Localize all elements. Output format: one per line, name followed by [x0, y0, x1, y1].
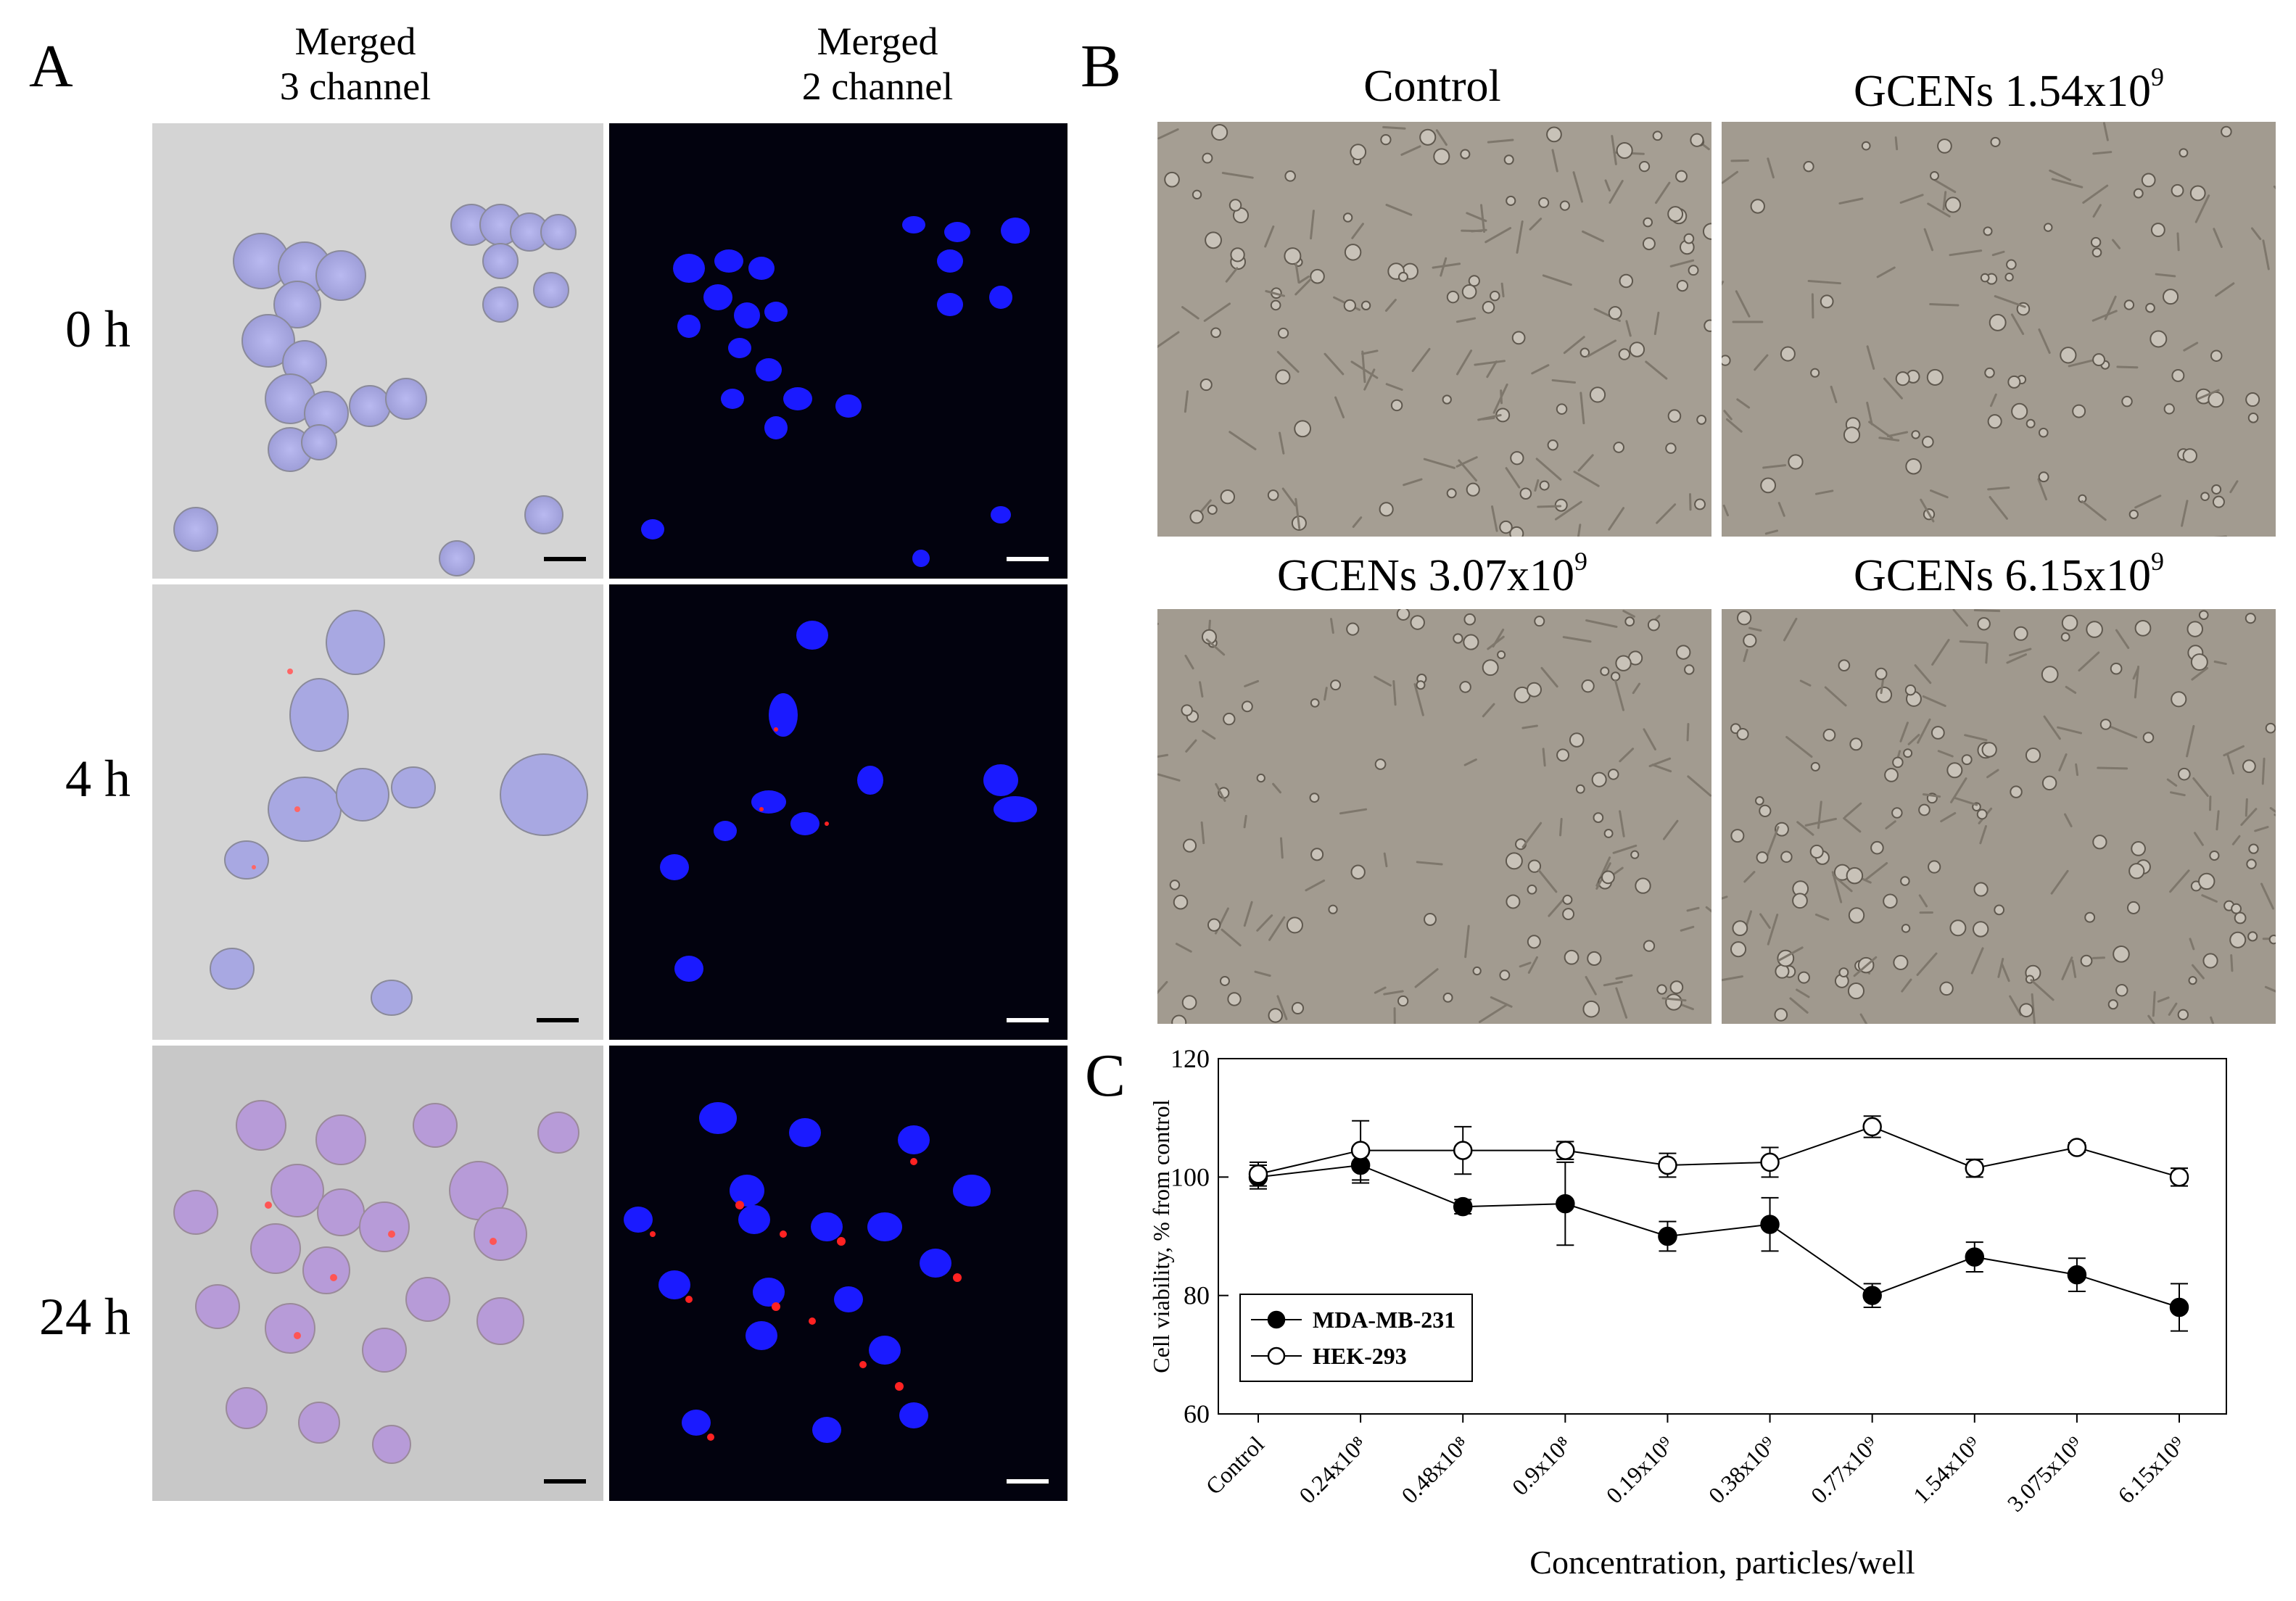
- phase-contrast-gcens-1-54: [1722, 122, 2276, 537]
- series-line: [1258, 1164, 2180, 1308]
- row-label-4h: 4 h: [65, 750, 131, 808]
- y-tick-label: 100: [1170, 1162, 1210, 1191]
- series-line: [1258, 1125, 2180, 1178]
- image-title-text: GCENs 1.54x10: [1854, 67, 2151, 116]
- column-header-line: Merged: [294, 20, 416, 63]
- image-title-exponent: 9: [1574, 547, 1587, 576]
- image-title-gcens-1-54: GCENs 1.54x109: [1719, 64, 2296, 114]
- data-point: [1658, 1226, 1677, 1246]
- legend-box: [1239, 1294, 1473, 1382]
- data-point: [1350, 1141, 1371, 1160]
- data-point: [1453, 1141, 1473, 1160]
- data-point: [2067, 1265, 2087, 1285]
- image-title-exponent: 9: [2150, 547, 2164, 576]
- x-axis-label: Concentration, particles/well: [1529, 1544, 1915, 1581]
- legend-marker: [1267, 1346, 1286, 1365]
- x-tick-label: 3.075x10⁹: [2002, 1431, 2088, 1516]
- plot-frame: [1218, 1058, 2227, 1415]
- cell-cluster-graphic: [173, 204, 577, 576]
- data-point: [1556, 1141, 1575, 1160]
- row-label-0h: 0 h: [65, 300, 131, 358]
- image-title-control: Control: [1142, 64, 1722, 109]
- x-tick-label: 6.15x10⁹: [2113, 1431, 2190, 1508]
- nuclei-graphic: [660, 621, 1037, 982]
- scale-bar: [544, 557, 586, 561]
- x-tick-label: 0.77x10⁹: [1806, 1431, 1883, 1508]
- micrograph-0h-fluorescence: [609, 123, 1068, 579]
- image-title-text: GCENs 3.07x10: [1277, 551, 1574, 600]
- image-title-gcens-3-07: GCENs 3.07x109: [1142, 548, 1722, 598]
- column-header-line: Merged: [817, 20, 938, 63]
- legend-label: HEK-293: [1313, 1343, 1407, 1369]
- cell-texture-graphic: [1722, 122, 2276, 537]
- nuclei-graphic: [624, 1102, 991, 1443]
- scale-bar: [537, 1018, 579, 1022]
- image-title-gcens-6-15: GCENs 6.15x109: [1719, 548, 2296, 598]
- micrograph-24h-fluorescence: [609, 1046, 1068, 1501]
- data-point: [1965, 1247, 1985, 1267]
- data-point: [1965, 1158, 1985, 1178]
- panel-label-c: C: [1085, 1042, 1126, 1109]
- x-tick-label: Control: [1200, 1431, 1269, 1499]
- y-tick-label: 60: [1184, 1399, 1210, 1428]
- data-point: [1760, 1152, 1780, 1172]
- micrograph-4h-fluorescence: [609, 584, 1068, 1040]
- y-axis-label: Cell viability, % from control: [1148, 1099, 1174, 1373]
- image-title-exponent: 9: [2150, 62, 2164, 91]
- column-header-line: 2 channel: [801, 65, 954, 108]
- nuclei-graphic: [641, 216, 1030, 567]
- data-point: [1862, 1286, 1882, 1305]
- y-tick-label: 120: [1170, 1044, 1210, 1073]
- data-point: [2067, 1138, 2087, 1157]
- data-point: [1453, 1196, 1473, 1217]
- x-tick-label: 0.38x10⁹: [1704, 1431, 1781, 1508]
- data-point: [1862, 1117, 1882, 1137]
- phase-contrast-control: [1157, 122, 1711, 537]
- data-point: [2169, 1167, 2189, 1187]
- x-tick-label: 0.19x10⁹: [1601, 1431, 1679, 1508]
- scale-bar: [1007, 1479, 1049, 1484]
- micrograph-4h-brightfield: [152, 584, 603, 1040]
- column-header-2-channel: Merged 2 channel: [674, 19, 1081, 109]
- column-header-3-channel: Merged 3 channel: [152, 19, 558, 109]
- phase-contrast-gcens-3-07: [1157, 609, 1711, 1024]
- cell-texture-graphic: [1722, 609, 2276, 1024]
- data-point: [1658, 1155, 1677, 1175]
- micrograph-0h-brightfield: [152, 123, 603, 579]
- cell-cluster-graphic: [173, 1100, 579, 1464]
- scale-bar: [544, 1479, 586, 1484]
- data-point: [1760, 1215, 1780, 1234]
- legend-marker: [1267, 1310, 1286, 1329]
- legend-label: MDA-MB-231: [1313, 1307, 1455, 1333]
- cell-texture-graphic: [1157, 123, 1711, 537]
- data-point: [2169, 1297, 2189, 1317]
- cell-cluster-graphic: [210, 610, 588, 1016]
- column-header-line: 3 channel: [279, 65, 431, 108]
- x-tick-label: 0.48x10⁸: [1396, 1431, 1474, 1508]
- phase-contrast-gcens-6-15: [1722, 609, 2276, 1024]
- scale-bar: [1007, 557, 1049, 561]
- cell-texture-graphic: [1157, 609, 1711, 1024]
- data-point: [1556, 1193, 1575, 1214]
- data-point: [1248, 1164, 1268, 1184]
- y-tick-label: 80: [1184, 1281, 1210, 1310]
- image-title-text: GCENs 6.15x10: [1854, 551, 2151, 600]
- x-tick-label: 0.9x10⁸: [1507, 1431, 1577, 1500]
- image-title-text: Control: [1363, 62, 1501, 111]
- viability-chart: 60 80 100 120 Control 0.24x10⁸ 0.48x10⁸ 0.9x10⁸…: [1148, 1044, 2227, 1581]
- panel-label-a: A: [29, 33, 73, 100]
- panel-label-b: B: [1081, 33, 1122, 100]
- scale-bar: [1007, 1018, 1049, 1022]
- x-tick-label: 1.54x10⁹: [1908, 1431, 1986, 1508]
- x-tick-label: 0.24x10⁸: [1294, 1431, 1371, 1508]
- micrograph-24h-brightfield: [152, 1046, 603, 1501]
- row-label-24h: 24 h: [39, 1288, 131, 1346]
